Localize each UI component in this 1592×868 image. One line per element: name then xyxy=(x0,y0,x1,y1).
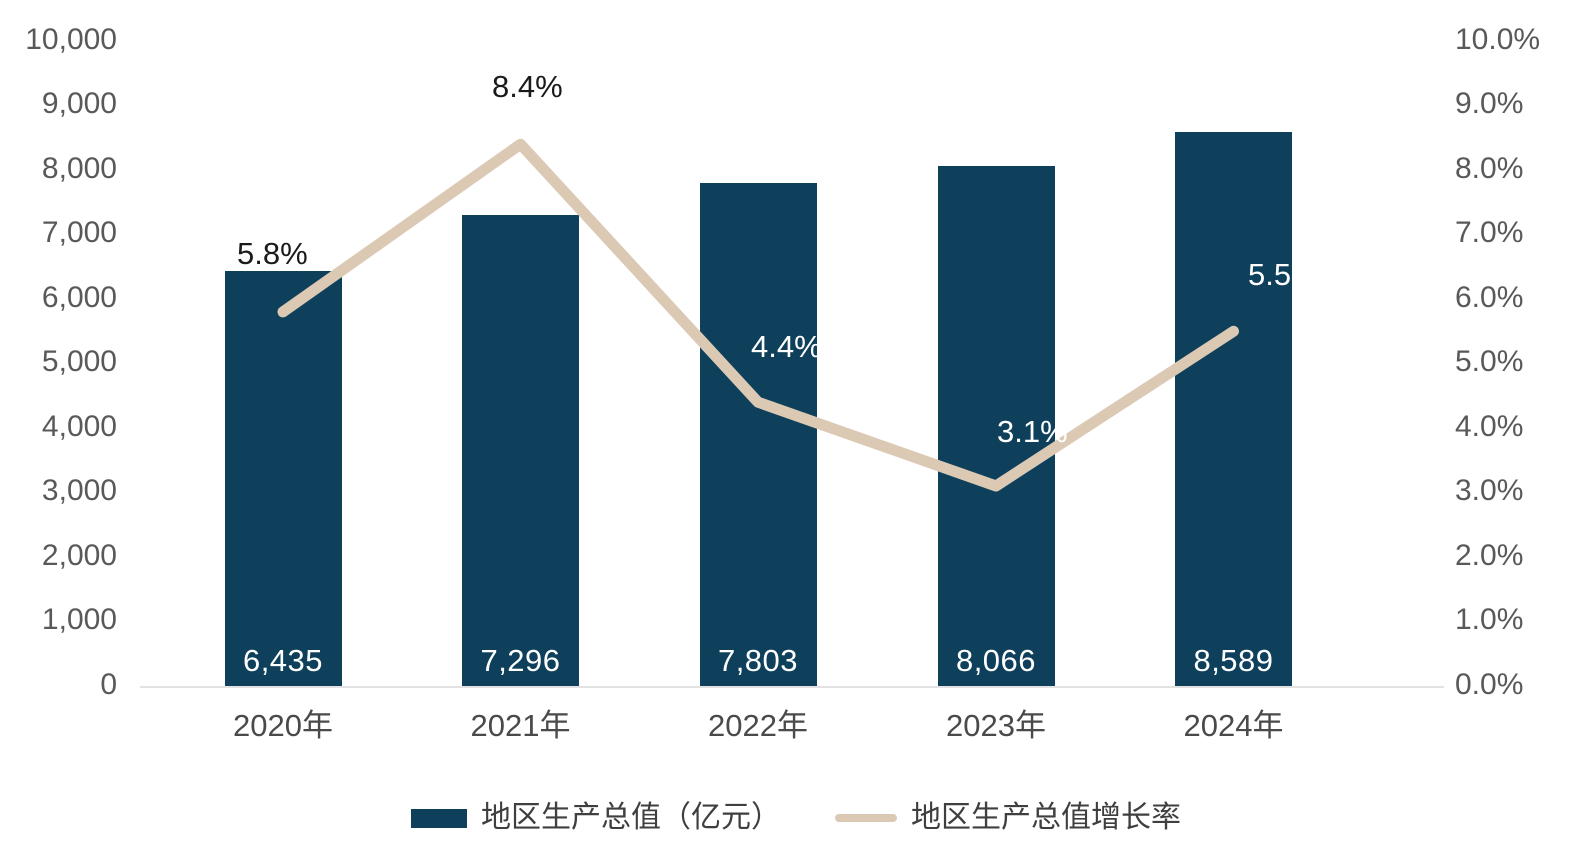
growth-label-2023: 3.1% xyxy=(997,414,1068,449)
x-axis-label-2024: 2024年 xyxy=(1183,708,1284,743)
x-axis-label-2023: 2023年 xyxy=(946,708,1046,743)
left-axis-tick: 3,000 xyxy=(41,474,117,507)
right-axis-tick: 6.0% xyxy=(1455,281,1524,314)
x-axis-label-2020: 2020年 xyxy=(233,708,333,743)
left-axis-tick: 7,000 xyxy=(41,216,117,249)
right-axis-tick: 8.0% xyxy=(1455,152,1524,185)
bar-value-label: 6,435 xyxy=(242,643,324,678)
bar-2020[interactable]: 6,435 xyxy=(224,270,342,686)
legend-item-gdp[interactable]: 地区生产总值（亿元） xyxy=(411,800,781,836)
right-axis-tick: 10.0% xyxy=(1455,23,1541,56)
right-axis-tick: 5.0% xyxy=(1455,345,1524,378)
right-axis-tick: 2.0% xyxy=(1455,539,1524,572)
left-axis-tick: 0 xyxy=(100,668,117,701)
left-axis-tick: 9,000 xyxy=(41,87,117,120)
right-axis-tick: 0.0% xyxy=(1455,668,1524,701)
left-axis-tick: 8,000 xyxy=(41,152,117,185)
left-axis-tick: 2,000 xyxy=(41,539,117,572)
chart-legend: 地区生产总值（亿元） 地区生产总值增长率 xyxy=(0,800,1592,836)
bar-value-label: 8,066 xyxy=(955,643,1037,678)
bar-value-label: 7,803 xyxy=(717,643,799,678)
category-axis-line xyxy=(140,686,1444,688)
bar-2021[interactable]: 7,296 xyxy=(462,215,579,686)
line-swatch-icon xyxy=(835,814,897,822)
bar-value-label: 8,589 xyxy=(1193,643,1274,678)
right-axis-tick: 4.0% xyxy=(1455,410,1524,443)
growth-label-2021: 8.4% xyxy=(492,69,563,104)
x-axis-label-2022: 2022年 xyxy=(708,708,808,743)
growth-label-2020: 5.8% xyxy=(237,236,308,271)
x-axis-label-2021: 2021年 xyxy=(470,708,571,743)
right-axis-tick: 3.0% xyxy=(1455,474,1524,507)
right-axis-tick: 7.0% xyxy=(1455,216,1524,249)
growth-label-2022: 4.4% xyxy=(751,329,822,364)
legend-label-gdp: 地区生产总值（亿元） xyxy=(481,801,781,834)
right-axis-tick: 1.0% xyxy=(1455,603,1524,636)
bar-value-label: 7,296 xyxy=(480,643,561,678)
left-axis-tick: 1,000 xyxy=(41,603,117,636)
legend-item-growth-rate[interactable]: 地区生产总值增长率 xyxy=(835,800,1181,836)
right-axis-tick: 9.0% xyxy=(1455,87,1524,120)
left-axis-tick: 6,000 xyxy=(41,281,117,314)
left-axis-tick: 5,000 xyxy=(41,345,117,378)
bar-swatch-icon xyxy=(411,808,467,828)
left-axis-tick: 4,000 xyxy=(41,410,117,443)
growth-label-2024: 5.5% xyxy=(1248,257,1319,292)
bar-2022[interactable]: 7,803 xyxy=(699,182,817,686)
bar-2024[interactable]: 8,589 xyxy=(1175,132,1292,686)
left-axis-tick: 10,000 xyxy=(25,23,117,56)
legend-label-growth-rate: 地区生产总值增长率 xyxy=(911,801,1181,834)
